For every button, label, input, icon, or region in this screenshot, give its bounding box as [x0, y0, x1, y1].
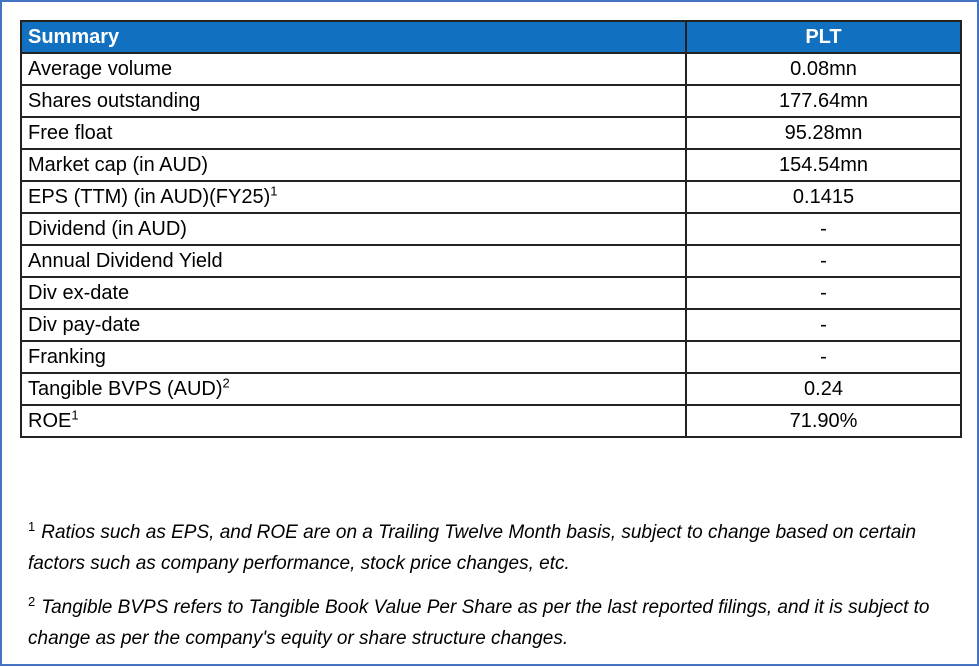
table-header-row: Summary PLT — [20, 20, 962, 54]
table-row: Shares outstanding 177.64mn — [20, 84, 962, 118]
row-label: Dividend (in AUD) — [20, 212, 687, 246]
footnote-marker: 2 — [28, 593, 36, 609]
row-label: Franking — [20, 340, 687, 374]
row-value: - — [685, 212, 962, 246]
table-row: Div ex-date - — [20, 276, 962, 310]
footnote-ref: 1 — [270, 183, 278, 199]
row-value: 0.24 — [685, 372, 962, 406]
summary-table: Summary PLT Average volume 0.08mn Shares… — [20, 20, 962, 438]
row-label: Annual Dividend Yield — [20, 244, 687, 278]
footnote-text: Ratios such as EPS, and ROE are on a Tra… — [28, 522, 917, 574]
footnotes: 1 Ratios such as EPS, and ROE are on a Tr… — [28, 517, 958, 667]
row-value: 177.64mn — [685, 84, 962, 118]
footnote-marker: 1 — [28, 518, 36, 534]
table-row: Franking - — [20, 340, 962, 374]
row-value: - — [685, 308, 962, 342]
table-row: EPS (TTM) (in AUD)(FY25)1 0.1415 — [20, 180, 962, 214]
table-row: Dividend (in AUD) - — [20, 212, 962, 246]
row-label: Tangible BVPS (AUD)2 — [20, 372, 687, 406]
header-ticker: PLT — [685, 20, 962, 54]
row-value: 0.1415 — [685, 180, 962, 214]
table-row: Market cap (in AUD) 154.54mn — [20, 148, 962, 182]
row-label: Average volume — [20, 52, 687, 86]
table-body: Average volume 0.08mn Shares outstanding… — [20, 52, 962, 438]
row-label: Div ex-date — [20, 276, 687, 310]
header-summary: Summary — [20, 20, 687, 54]
table-row: Average volume 0.08mn — [20, 52, 962, 86]
row-value: - — [685, 244, 962, 278]
row-value: 95.28mn — [685, 116, 962, 150]
footnote-2: 2 Tangible BVPS refers to Tangible Book V… — [28, 592, 958, 654]
row-label: Div pay-date — [20, 308, 687, 342]
footnote-1: 1 Ratios such as EPS, and ROE are on a Tr… — [28, 517, 958, 579]
table-row: ROE1 71.90% — [20, 404, 962, 438]
row-label: Shares outstanding — [20, 84, 687, 118]
row-value: 0.08mn — [685, 52, 962, 86]
row-value: 71.90% — [685, 404, 962, 438]
row-value: - — [685, 340, 962, 374]
table-row: Div pay-date - — [20, 308, 962, 342]
row-label: ROE1 — [20, 404, 687, 438]
row-label: EPS (TTM) (in AUD)(FY25)1 — [20, 180, 687, 214]
footnote-text: Tangible BVPS refers to Tangible Book Va… — [28, 597, 930, 649]
footnote-ref: 2 — [222, 375, 230, 391]
row-label: Market cap (in AUD) — [20, 148, 687, 182]
table-row: Annual Dividend Yield - — [20, 244, 962, 278]
row-value: 154.54mn — [685, 148, 962, 182]
row-value: - — [685, 276, 962, 310]
table-row: Tangible BVPS (AUD)2 0.24 — [20, 372, 962, 406]
row-label: Free float — [20, 116, 687, 150]
table-row: Free float 95.28mn — [20, 116, 962, 150]
footnote-ref: 1 — [71, 407, 79, 423]
